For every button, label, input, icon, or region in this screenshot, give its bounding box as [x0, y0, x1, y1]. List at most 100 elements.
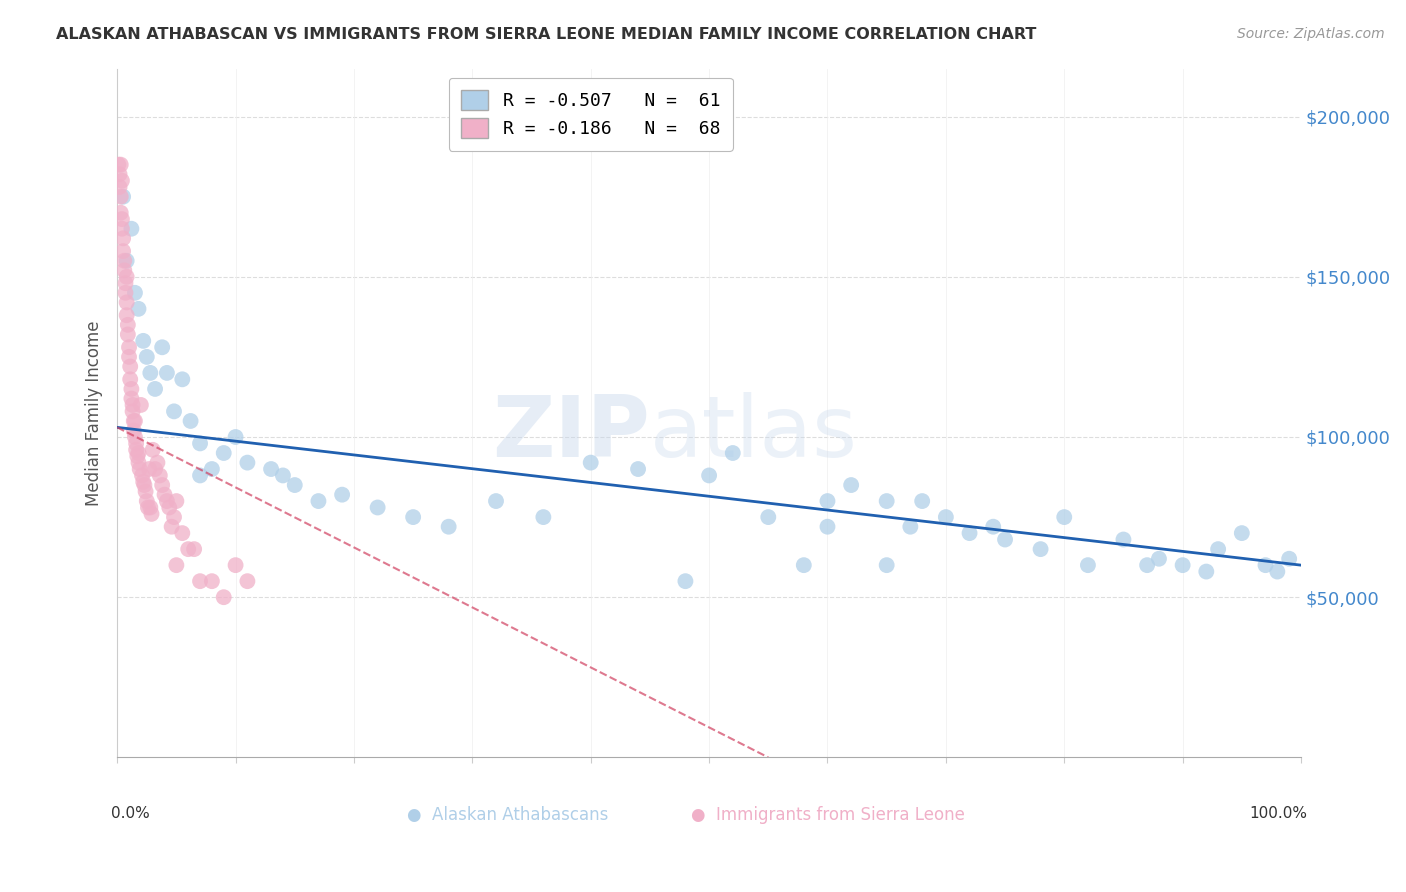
- Point: [898, 519, 921, 533]
- Point: [143, 462, 166, 476]
- Point: [177, 542, 200, 557]
- Point: [793, 558, 815, 573]
- Point: [134, 478, 156, 492]
- Point: [876, 558, 898, 573]
- Point: [260, 462, 283, 476]
- Point: [236, 456, 259, 470]
- Point: [212, 446, 235, 460]
- Point: [120, 372, 142, 386]
- Point: [120, 382, 142, 396]
- Point: [911, 494, 934, 508]
- Point: [115, 253, 138, 268]
- Point: [122, 424, 145, 438]
- Point: [150, 478, 173, 492]
- Point: [112, 263, 135, 277]
- Point: [1265, 565, 1288, 579]
- Point: [1254, 558, 1277, 573]
- Point: [120, 221, 142, 235]
- Point: [163, 404, 186, 418]
- Point: [935, 510, 957, 524]
- Point: [236, 574, 259, 589]
- Point: [1077, 558, 1099, 573]
- Point: [307, 494, 329, 508]
- Point: [172, 372, 194, 386]
- Point: [531, 510, 554, 524]
- Point: [1112, 533, 1135, 547]
- Point: [142, 442, 165, 457]
- Point: [579, 456, 602, 470]
- Point: [1171, 558, 1194, 573]
- Point: [124, 285, 146, 300]
- Point: [163, 510, 186, 524]
- Legend: R = -0.507   N =  61, R = -0.186   N =  68: R = -0.507 N = 61, R = -0.186 N = 68: [449, 78, 733, 151]
- Point: [110, 205, 132, 219]
- Point: [817, 494, 839, 508]
- Point: [139, 500, 162, 515]
- Point: [131, 468, 153, 483]
- Point: [125, 442, 148, 457]
- Point: [124, 414, 146, 428]
- Point: [128, 462, 150, 476]
- Point: [225, 430, 247, 444]
- Point: [136, 500, 159, 515]
- Point: [153, 488, 176, 502]
- Point: [1136, 558, 1159, 573]
- Point: [437, 519, 460, 533]
- Point: [172, 526, 194, 541]
- Point: [165, 558, 187, 573]
- Point: [115, 295, 138, 310]
- Point: [1195, 565, 1218, 579]
- Point: [721, 446, 744, 460]
- Point: [111, 221, 134, 235]
- Point: [121, 398, 143, 412]
- Point: [188, 436, 211, 450]
- Point: [141, 507, 163, 521]
- Point: [627, 462, 650, 476]
- Point: [156, 494, 179, 508]
- Point: [157, 500, 180, 515]
- Point: [485, 494, 508, 508]
- Point: [132, 475, 155, 489]
- Point: [188, 468, 211, 483]
- Point: [117, 318, 139, 332]
- Point: [673, 574, 696, 589]
- Point: [156, 366, 179, 380]
- Point: [107, 158, 129, 172]
- Point: [112, 253, 135, 268]
- Point: [149, 468, 172, 483]
- Point: [201, 462, 224, 476]
- Point: [121, 404, 143, 418]
- Point: [225, 558, 247, 573]
- Point: [271, 468, 294, 483]
- Point: [165, 494, 187, 508]
- Point: [876, 494, 898, 508]
- Point: [1278, 551, 1301, 566]
- Point: [143, 382, 166, 396]
- Point: [127, 449, 149, 463]
- Point: [959, 526, 981, 541]
- Point: [981, 519, 1004, 533]
- Point: [188, 574, 211, 589]
- Point: [112, 231, 135, 245]
- Point: [180, 414, 202, 428]
- Point: [125, 436, 148, 450]
- Point: [110, 189, 132, 203]
- Point: [139, 366, 162, 380]
- Point: [756, 510, 779, 524]
- Point: [135, 484, 157, 499]
- Point: [212, 591, 235, 605]
- Point: [160, 519, 183, 533]
- Text: ●  Alaskan Athabascans: ● Alaskan Athabascans: [408, 805, 609, 823]
- Point: [132, 334, 155, 348]
- Point: [128, 456, 150, 470]
- Point: [129, 398, 152, 412]
- Point: [1147, 551, 1170, 566]
- Point: [117, 327, 139, 342]
- Point: [110, 158, 132, 172]
- Point: [111, 174, 134, 188]
- Text: atlas: atlas: [650, 392, 858, 475]
- Point: [367, 500, 389, 515]
- Point: [124, 430, 146, 444]
- Point: [114, 276, 136, 290]
- Point: [183, 542, 205, 557]
